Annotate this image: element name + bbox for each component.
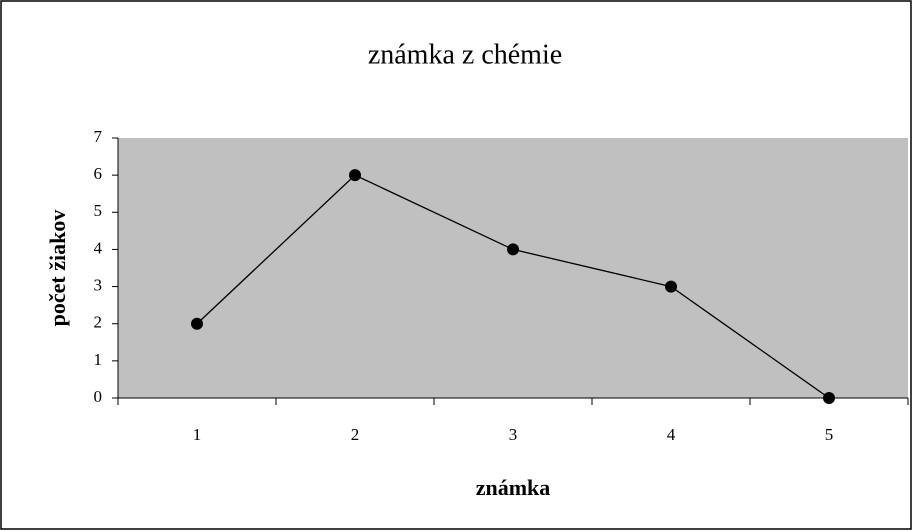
data-point [665, 280, 677, 293]
chart-title: známka z chémie [368, 39, 562, 70]
y-tick-label: 0 [94, 387, 103, 406]
data-point [349, 169, 361, 182]
x-tick-label: 3 [509, 425, 518, 444]
y-axis-title: počet žiakov [45, 210, 70, 327]
data-point [507, 243, 519, 256]
y-tick-label: 4 [94, 238, 103, 257]
data-point [823, 392, 835, 404]
x-tick-label: 4 [667, 425, 676, 444]
y-tick-label: 1 [94, 350, 103, 369]
y-tick-label: 5 [94, 201, 103, 220]
y-tick-label: 2 [94, 313, 103, 332]
y-tick-label: 3 [94, 275, 103, 294]
y-tick-label: 7 [94, 127, 103, 146]
x-tick-label: 2 [351, 425, 360, 444]
x-tick-label: 1 [193, 425, 202, 444]
plot-area [118, 138, 908, 398]
y-tick-label: 6 [94, 164, 103, 183]
x-tick-label: 5 [825, 425, 834, 444]
data-point [191, 317, 203, 330]
x-axis-title: známka [476, 475, 551, 500]
